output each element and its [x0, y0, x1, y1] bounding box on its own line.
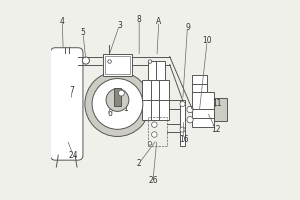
Text: 11: 11	[212, 99, 222, 108]
Circle shape	[148, 60, 152, 63]
Bar	[192, 92, 214, 127]
Bar	[214, 98, 227, 121]
Text: A: A	[156, 17, 161, 26]
Circle shape	[180, 127, 185, 132]
Text: 1: 1	[123, 104, 128, 113]
Circle shape	[115, 118, 124, 127]
Circle shape	[152, 132, 157, 137]
FancyBboxPatch shape	[50, 48, 83, 160]
Text: 8: 8	[137, 15, 142, 24]
Bar	[148, 61, 165, 80]
Text: 16: 16	[179, 135, 188, 144]
Text: 2: 2	[137, 159, 142, 168]
Circle shape	[187, 106, 193, 113]
Bar	[103, 54, 132, 76]
Bar	[180, 100, 185, 146]
Text: 6: 6	[107, 109, 112, 118]
Bar	[105, 56, 130, 74]
Text: 26: 26	[148, 176, 158, 185]
Circle shape	[118, 90, 124, 96]
Bar	[148, 117, 167, 146]
Bar	[192, 75, 207, 92]
Circle shape	[152, 122, 157, 127]
Text: 12: 12	[211, 125, 221, 134]
Text: 24: 24	[68, 151, 78, 160]
Text: 7: 7	[70, 86, 74, 95]
Circle shape	[148, 142, 152, 145]
Circle shape	[92, 79, 143, 129]
Bar	[142, 80, 169, 120]
Text: 10: 10	[202, 36, 212, 45]
Text: 5: 5	[80, 28, 86, 37]
Circle shape	[82, 57, 89, 64]
Text: 3: 3	[117, 21, 122, 30]
Circle shape	[180, 101, 185, 107]
Circle shape	[108, 61, 112, 65]
Circle shape	[108, 60, 111, 63]
Bar	[114, 88, 121, 106]
Circle shape	[106, 89, 129, 111]
Text: 4: 4	[60, 17, 65, 26]
Text: 9: 9	[185, 23, 190, 32]
Circle shape	[187, 117, 193, 123]
Circle shape	[85, 71, 150, 136]
